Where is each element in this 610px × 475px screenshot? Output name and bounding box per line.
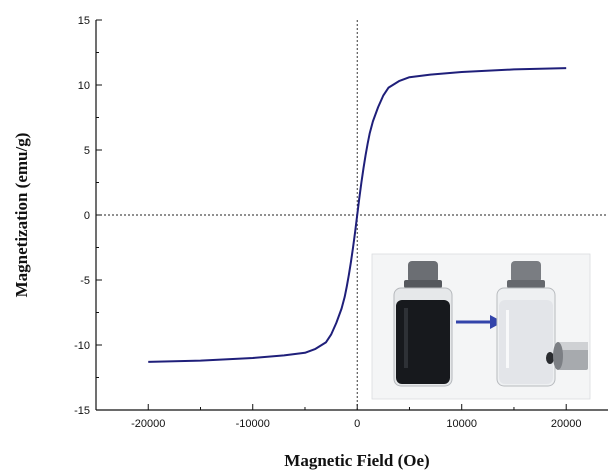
clear-vial [496, 261, 556, 387]
y-tick-label: 10 [78, 80, 90, 92]
y-tick-label: -15 [74, 405, 90, 417]
x-tick-label: -20000 [131, 418, 165, 430]
plot-area [148, 67, 567, 363]
y-tick-label: -10 [74, 340, 90, 352]
dark-vial [393, 261, 453, 387]
y-tick-label: -5 [80, 275, 90, 287]
y-axis-title: Magnetization (emu/g) [12, 133, 31, 298]
axes-group: -15 -10 -5 0 5 10 15 -20000 -10000 0 10000 20000 Mag… [12, 15, 608, 470]
y-tick-label: 15 [78, 15, 90, 27]
y-tick-label: 0 [84, 210, 90, 222]
hysteresis-curve [148, 67, 567, 363]
x-tick-label: 0 [354, 418, 360, 430]
inset-photo [371, 253, 591, 400]
x-tick-label: 10000 [446, 418, 477, 430]
x-tick-label: -10000 [236, 418, 270, 430]
y-tick-label: 5 [84, 145, 90, 157]
x-axis-title: Magnetic Field (Oe) [284, 451, 429, 470]
magnet [553, 342, 588, 370]
x-tick-label: 20000 [551, 418, 582, 430]
